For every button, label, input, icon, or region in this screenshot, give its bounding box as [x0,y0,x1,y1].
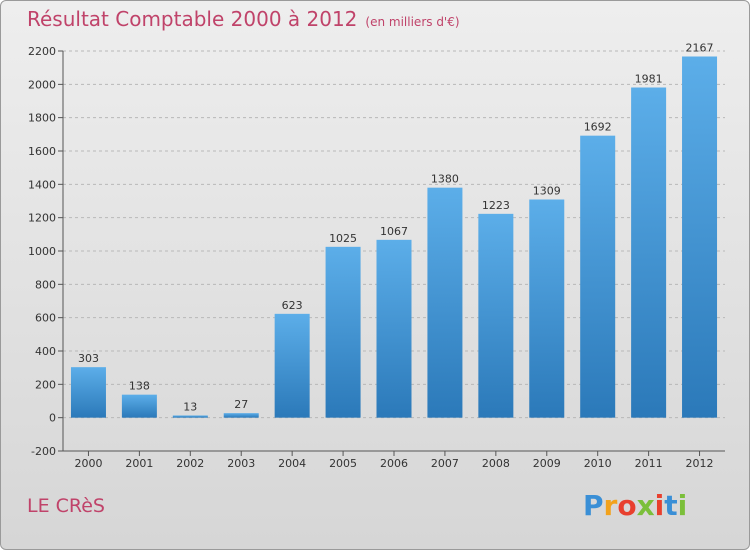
chart-title-text: Résultat Comptable 2000 à 2012 [27,7,358,31]
y-tick-label: 1000 [28,245,56,258]
y-tick-label: 1600 [28,145,56,158]
data-label-2000: 303 [78,352,99,365]
y-tick-label: -200 [31,445,56,458]
y-tick-label: 1800 [28,112,56,125]
y-tick-label: 0 [49,412,56,425]
bar-2003 [223,413,259,418]
y-tick-label: 1400 [28,178,56,191]
bar-2008 [478,213,514,418]
bar-2009 [529,199,565,418]
data-label-2009: 1309 [533,185,561,198]
x-tick-label-2001: 2001 [125,457,153,470]
place-name: LE CRèS [27,495,105,517]
logo-letter: x [636,489,655,522]
proxiti-logo[interactable]: Proxiti [583,489,687,522]
x-tick-label-2010: 2010 [584,457,612,470]
data-label-2001: 138 [129,380,150,393]
logo-letter: P [583,489,604,522]
data-label-2011: 1981 [635,73,663,86]
axes [58,50,725,456]
x-tick-label-2002: 2002 [176,457,204,470]
bar-2004 [274,313,310,418]
bar-2006 [376,239,412,418]
y-tick-label: 2000 [28,78,56,91]
logo-letter: o [617,489,637,522]
x-tick-label-2007: 2007 [431,457,459,470]
bar-2011 [631,87,667,418]
y-tick-label: 600 [35,312,56,325]
data-label-2007: 1380 [431,173,459,186]
x-tick-label-2009: 2009 [533,457,561,470]
bar-2000 [70,367,106,418]
x-tick-label-2004: 2004 [278,457,306,470]
logo-letter: r [603,489,618,522]
x-tick-label-2012: 2012 [686,457,714,470]
data-label-2005: 1025 [329,232,357,245]
bar-2002 [172,415,208,418]
bar-2012 [682,56,718,418]
chart-subtitle: (en milliers d'€) [365,15,460,29]
logo-letter: i [677,489,688,522]
labels: -200 0 200 400 600 800 1000 1200 1400 1600 1800 200… [28,42,714,471]
data-label-2006: 1067 [380,225,408,238]
y-tick-label: 400 [35,345,56,358]
logo-letter: i [654,489,665,522]
data-label-2012: 2167 [686,42,714,55]
logo-letter: t [664,489,678,522]
bar-2005 [325,246,361,418]
bars [70,56,718,418]
y-tick-label: 1200 [28,212,56,225]
data-label-2003: 27 [234,398,248,411]
data-label-2008: 1223 [482,199,510,212]
bar-2007 [427,187,463,418]
bar-2001 [121,394,157,418]
data-label-2002: 13 [183,401,197,414]
x-tick-label-2011: 2011 [635,457,663,470]
chart-title: Résultat Comptable 2000 à 2012 (en millie… [27,7,460,31]
y-tick-label: 800 [35,278,56,291]
x-tick-label-2005: 2005 [329,457,357,470]
x-tick-label-2006: 2006 [380,457,408,470]
y-tick-label: 2200 [28,45,56,58]
x-tick-label-2008: 2008 [482,457,510,470]
y-tick-label: 200 [35,378,56,391]
x-tick-label-2000: 2000 [74,457,102,470]
data-label-2010: 1692 [584,121,612,134]
x-tick-label-2003: 2003 [227,457,255,470]
bar-2010 [580,135,616,418]
data-label-2004: 623 [282,299,303,312]
